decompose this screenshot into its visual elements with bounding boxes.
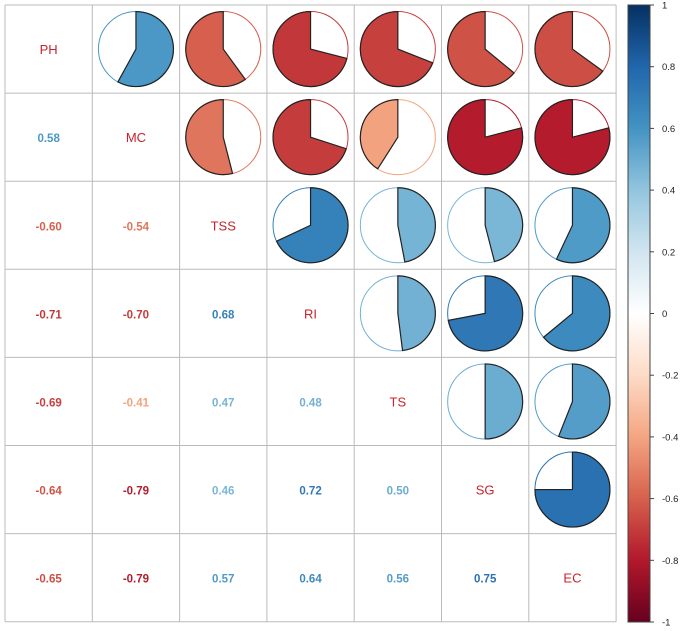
color-bar-tick-label: -1 [662, 618, 670, 627]
corr-value-sg-mc: -0.79 [123, 486, 149, 498]
color-bar: 1 0.8 0.6 0.4 0.2 0 -0.2 -0.4 -0.6 -0.8 -1 [627, 1, 678, 629]
pie-ts-sg [447, 363, 524, 440]
pie-slice [534, 10, 604, 88]
pie-mc-ec [534, 99, 611, 176]
grid [4, 4, 617, 623]
pie-slice [117, 10, 175, 88]
color-bar-tick-label: 0 [662, 309, 667, 320]
color-bar-tick-label: 0.8 [662, 62, 675, 73]
color-bar-tick-label: 0.6 [662, 124, 675, 135]
pie-slice [272, 10, 348, 88]
color-bar-tick-label: -0.4 [662, 432, 678, 443]
pie-slice [542, 275, 611, 352]
color-bar-tick-label: -0.6 [662, 494, 678, 505]
pie-slice [359, 99, 399, 170]
pie-slice [185, 99, 234, 176]
pie-slice [359, 10, 434, 88]
pie-slice [397, 187, 436, 263]
pie-ph-sg [447, 10, 524, 88]
pie-ph-mc [97, 10, 175, 88]
diagonal-label-ri: RI [304, 306, 317, 321]
corr-value-ts-ph: -0.69 [36, 397, 62, 409]
pie-tss-sg [447, 187, 524, 264]
pie-slice [447, 275, 524, 352]
pie-sg-ec [534, 451, 611, 528]
pie-ri-ec [534, 275, 611, 352]
cells: PH 0.58 MC -0.60 -0.54 TSS -0.71 -0.70 0.68 RI -0.… [36, 10, 611, 586]
color-bar-gradient [627, 4, 651, 623]
pie-ts-ec [534, 363, 611, 440]
pie-ph-ts [359, 10, 436, 88]
pie-tss-ri [272, 187, 349, 264]
pie-tss-ts [359, 187, 436, 264]
diagonal-label-sg: SG [476, 483, 495, 498]
pie-slice [397, 275, 436, 352]
pie-slice [557, 363, 611, 440]
diagonal-label-ec: EC [563, 571, 581, 586]
pie-ph-ri [272, 10, 349, 88]
pie-ri-sg [447, 275, 524, 352]
diagonal-label-ph: PH [40, 42, 58, 57]
pie-slice [185, 10, 247, 88]
corr-value-ri-tss: 0.68 [212, 309, 235, 321]
corr-value-sg-ri: 0.72 [299, 486, 321, 498]
corr-value-sg-ph: -0.64 [36, 486, 63, 498]
pie-slice [534, 451, 611, 528]
corr-value-ec-ph: -0.65 [36, 574, 63, 586]
corr-value-tss-mc: -0.54 [123, 221, 150, 233]
diagonal-label-ts: TS [390, 394, 407, 409]
color-bar-tick-label: -0.8 [662, 556, 678, 567]
pie-mc-sg [447, 99, 524, 176]
pie-mc-ts [359, 99, 436, 176]
diagonal-label-tss: TSS [211, 218, 237, 233]
pie-slice [447, 99, 524, 176]
diagonal-label-mc: MC [126, 130, 146, 145]
corr-value-ec-mc: -0.79 [123, 574, 149, 586]
corr-value-ts-mc: -0.41 [123, 397, 150, 409]
color-bar-tick-label: 0.2 [662, 247, 675, 258]
color-bar-tick-label: 0.4 [662, 186, 675, 197]
pie-slice [447, 10, 515, 88]
corr-value-mc-ph: 0.58 [37, 133, 60, 145]
corr-value-ec-ts: 0.56 [387, 574, 409, 586]
pie-mc-ri [272, 99, 349, 176]
corr-value-ri-mc: -0.70 [123, 309, 149, 321]
corr-value-ec-sg: 0.75 [474, 574, 497, 586]
pie-tss-ec [534, 187, 611, 264]
pie-ph-ec [534, 10, 611, 88]
color-bar-tick-label: 1 [662, 1, 667, 12]
corr-value-ts-tss: 0.47 [212, 397, 234, 409]
pie-ph-tss [185, 10, 262, 88]
pie-ri-ts [359, 275, 436, 352]
pie-slice [272, 99, 347, 176]
corr-value-sg-ts: 0.50 [387, 486, 409, 498]
corr-value-sg-tss: 0.46 [212, 486, 234, 498]
pie-slice [555, 187, 611, 264]
corr-value-ec-tss: 0.57 [212, 574, 234, 586]
pie-slice [484, 363, 524, 440]
pie-slice [534, 99, 611, 176]
pie-slice [484, 187, 524, 263]
corr-value-tss-ph: -0.60 [36, 221, 62, 233]
pie-slice [275, 187, 349, 264]
color-bar-tick-label: -0.2 [662, 371, 678, 382]
pie-mc-tss [185, 99, 262, 176]
corr-value-ec-ri: 0.64 [299, 574, 322, 586]
corr-value-ts-ri: 0.48 [299, 397, 322, 409]
corr-value-ri-ph: -0.71 [36, 309, 63, 321]
